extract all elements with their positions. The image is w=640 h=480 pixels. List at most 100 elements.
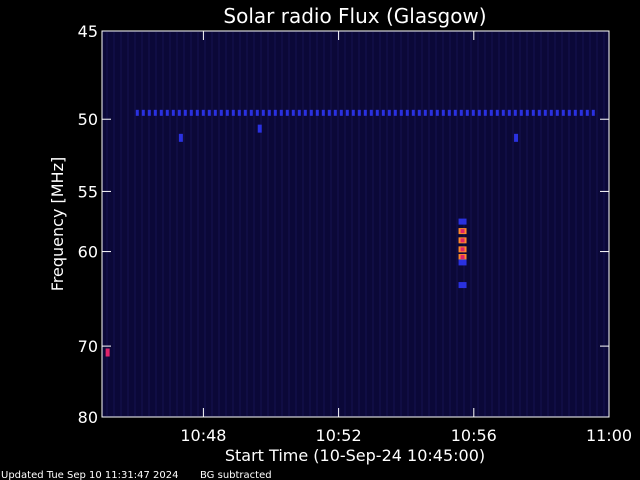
noise-stripe	[561, 32, 563, 416]
channel-segment	[489, 109, 493, 116]
channel-segment	[495, 109, 499, 116]
channel-segment	[531, 109, 535, 116]
channel-segment	[303, 109, 307, 116]
noise-stripe	[589, 32, 591, 416]
channel-segment	[393, 109, 397, 116]
noise-stripe	[428, 32, 430, 416]
noise-stripe	[218, 32, 220, 416]
channel-segment	[555, 109, 559, 116]
noise-stripe	[407, 32, 409, 416]
noise-stripe	[526, 32, 528, 416]
channel-segment	[141, 109, 145, 116]
channel-segment	[549, 109, 553, 116]
burst-tail-cell	[458, 282, 467, 289]
noise-stripe	[295, 32, 297, 416]
noise-stripe	[449, 32, 451, 416]
noise-stripe	[547, 32, 549, 416]
channel-segment	[417, 109, 421, 116]
noise-stripe	[372, 32, 374, 416]
noise-stripe	[386, 32, 388, 416]
noise-stripe	[239, 32, 241, 416]
burst-core	[460, 247, 465, 252]
channel-segment	[399, 109, 403, 116]
channel-segment	[357, 109, 361, 116]
noise-stripe	[211, 32, 213, 416]
noise-stripe	[106, 32, 108, 416]
channel-segment	[513, 109, 517, 116]
channel-segment	[171, 109, 175, 116]
noise-stripe	[393, 32, 395, 416]
y-tick-label: 50	[78, 110, 98, 129]
channel-segment	[375, 109, 379, 116]
channel-segment	[159, 109, 163, 116]
channel-segment	[543, 109, 547, 116]
noise-stripe	[358, 32, 360, 416]
noise-stripe	[232, 32, 234, 416]
plot-area	[101, 30, 610, 418]
noise-stripe	[197, 32, 199, 416]
channel-segment	[561, 109, 565, 116]
channel-segment	[207, 109, 211, 116]
noise-stripe	[505, 32, 507, 416]
noise-stripe	[134, 32, 136, 416]
spot-mark	[178, 133, 183, 142]
channel-segment	[237, 109, 241, 116]
y-tick-label: 55	[78, 182, 98, 201]
noise-stripe	[169, 32, 171, 416]
noise-stripe	[533, 32, 535, 416]
noise-stripe	[281, 32, 283, 416]
channel-segment	[225, 109, 229, 116]
channel-segment	[261, 109, 265, 116]
noise-stripe	[442, 32, 444, 416]
channel-segment	[183, 109, 187, 116]
burst-tail-cell	[458, 218, 467, 225]
channel-segment	[429, 109, 433, 116]
channel-segment	[435, 109, 439, 116]
noise-stripe	[120, 32, 122, 416]
channel-segment	[585, 109, 589, 116]
noise-stripe	[491, 32, 493, 416]
channel-segment	[567, 109, 571, 116]
noise-stripe	[148, 32, 150, 416]
plot-background	[102, 31, 609, 417]
channel-segment	[285, 109, 289, 116]
noise-stripe	[155, 32, 157, 416]
channel-segment	[153, 109, 157, 116]
channel-segment	[213, 109, 217, 116]
channel-segment	[381, 109, 385, 116]
channel-segment	[279, 109, 283, 116]
spot-mark	[257, 124, 262, 133]
x-tick-label: 10:52	[316, 426, 362, 445]
x-tick-label: 11:00	[586, 426, 632, 445]
noise-stripe	[323, 32, 325, 416]
channel-segment	[339, 109, 343, 116]
channel-segment	[267, 109, 271, 116]
noise-stripe	[379, 32, 381, 416]
noise-stripe	[582, 32, 584, 416]
x-axis: 10:48 10:52 10:56 11:00	[180, 31, 632, 445]
channel-segment	[219, 109, 223, 116]
channel-segment	[309, 109, 313, 116]
channel-segment	[459, 109, 463, 116]
burst-core	[460, 238, 465, 243]
channel-segment	[477, 109, 481, 116]
y-axis-label: Frequency [MHz]	[48, 157, 67, 291]
channel-segment	[573, 109, 577, 116]
x-axis-label: Start Time (10-Sep-24 10:45:00)	[225, 446, 485, 465]
x-tick-label: 10:48	[180, 426, 226, 445]
channel-segment	[333, 109, 337, 116]
channel-segment	[507, 109, 511, 116]
noise-stripe	[183, 32, 185, 416]
footer-note: BG subtracted	[200, 470, 272, 480]
channel-segment	[327, 109, 331, 116]
noise-stripe	[225, 32, 227, 416]
x-tick-label: 10:56	[451, 426, 497, 445]
noise-stripe	[274, 32, 276, 416]
channel-segment	[447, 109, 451, 116]
burst-tail-cell	[458, 259, 467, 266]
burst-core	[460, 255, 465, 260]
background-noise-stripes	[106, 32, 605, 416]
noise-stripe	[351, 32, 353, 416]
channel-segment	[453, 109, 457, 116]
channel-segment	[537, 109, 541, 116]
